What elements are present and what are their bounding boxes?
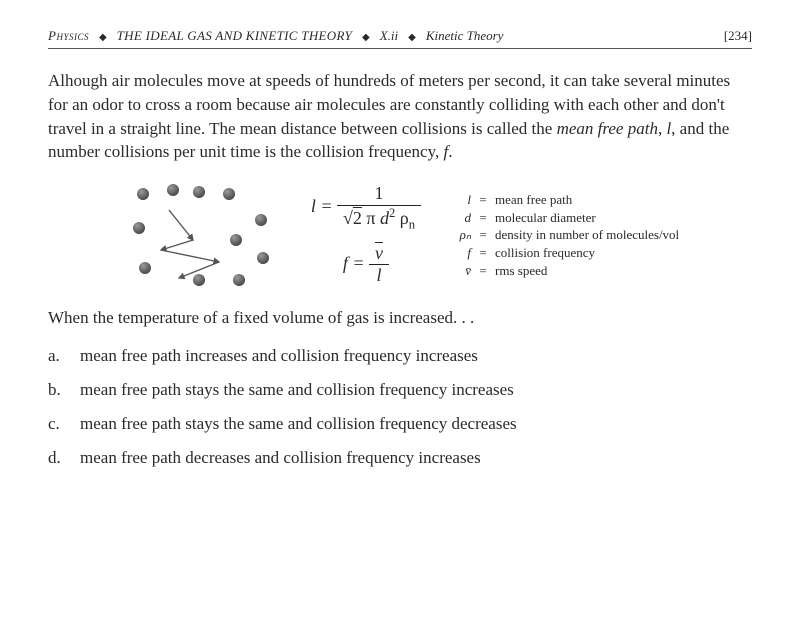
choice-letter: d. [48,448,68,468]
choice-text: mean free path increases and collision f… [80,346,478,366]
subject-label: Physics [48,28,89,44]
paragraph-part: . [448,142,452,161]
choice-letter: b. [48,380,68,400]
separator-icon: ◆ [362,32,370,43]
choice-text: mean free path stays the same and collis… [80,380,514,400]
section-name: Kinetic Theory [426,28,504,44]
page-header: Physics ◆ THE IDEAL GAS AND KINETIC THEO… [48,28,752,49]
fraction: v l [369,243,389,287]
path-segment [161,240,193,250]
legend-equals: = [477,209,489,227]
molecule-icon [133,222,145,234]
legend-definition: molecular diameter [495,209,596,227]
legend-equals: = [477,262,489,280]
answer-choice: d. mean free path decreases and collision… [48,448,752,468]
molecule-icon [167,184,179,196]
molecule-icon [223,188,235,200]
rho-n: ρn [400,208,415,228]
choice-text: mean free path stays the same and collis… [80,414,517,434]
denominator: √2 π d2 ρn [337,206,421,233]
legend-definition: rms speed [495,262,547,280]
legend-row: v̄ = rms speed [451,262,679,280]
molecule-icon [193,274,205,286]
legend-block: l=mean free pathd=molecular diameterρₙ=d… [451,191,679,279]
molecule-icon [233,274,245,286]
legend-equals: = [477,226,489,244]
molecule-icon [137,188,149,200]
question-prompt: When the temperature of a fixed volume o… [48,308,752,328]
choice-text: mean free path decreases and collision f… [80,448,481,468]
molecule-icon [139,262,151,274]
separator-icon: ◆ [99,32,107,43]
denominator: l [369,265,389,287]
formula-l: l = 1 √2 π d2 ρn [311,183,421,232]
legend-symbol: d [451,209,471,227]
legend-equals: = [477,191,489,209]
choice-letter: a. [48,346,68,366]
chapter-label: THE IDEAL GAS AND KINETIC THEORY [117,28,352,44]
molecule-icon [230,234,242,246]
numerator: v [369,243,389,266]
path-segment [169,210,193,240]
legend-symbol: f [451,244,471,262]
answer-choice: c. mean free path stays the same and coll… [48,414,752,434]
answer-choice: a. mean free path increases and collision… [48,346,752,366]
legend-row: f = collision frequency [451,244,679,262]
formula-l-lhs: l = [311,196,333,216]
legend-symbol: v̄ [451,262,471,280]
formula-f: f = v l [311,243,421,287]
pi: π [366,208,380,228]
molecule-icon [255,214,267,226]
legend-definition: collision frequency [495,244,595,262]
legend-equals: = [477,244,489,262]
sqrt2: √2 [343,208,362,228]
header-breadcrumb: Physics ◆ THE IDEAL GAS AND KINETIC THEO… [48,28,503,44]
intro-paragraph: Alhough air molecules move at speeds of … [48,69,752,164]
molecule-icon [257,252,269,264]
separator-icon: ◆ [408,32,416,43]
collision-diagram [121,180,281,290]
page-number: [234] [724,28,752,44]
fraction: 1 √2 π d2 ρn [337,183,421,232]
legend-row: ρₙ = density in number of molecules/vol [451,226,679,244]
legend-row: d = molecular diameter [451,209,679,227]
path-segment [161,250,219,262]
legend-row: l = mean free path [451,191,679,209]
choice-letter: c. [48,414,68,434]
section-number: X.ii [380,28,398,44]
d-squared: d2 [380,208,395,228]
legend-symbol: l [451,191,471,209]
formulas-block: l = 1 √2 π d2 ρn f = v l [311,183,421,286]
term-mean-free-path: mean free path, l [557,119,672,138]
numerator: 1 [337,183,421,206]
figure-row: l = 1 √2 π d2 ρn f = v l l = mean free pat… [48,180,752,290]
formula-f-lhs: f = [343,253,365,273]
legend-definition: mean free path [495,191,572,209]
answer-choice: b. mean free path stays the same and coll… [48,380,752,400]
molecule-icon [193,186,205,198]
legend-definition: density in number of molecules/vol [495,226,679,244]
answer-choices: a. mean free path increases and collision… [48,346,752,468]
legend-symbol: ρₙ [451,226,471,244]
